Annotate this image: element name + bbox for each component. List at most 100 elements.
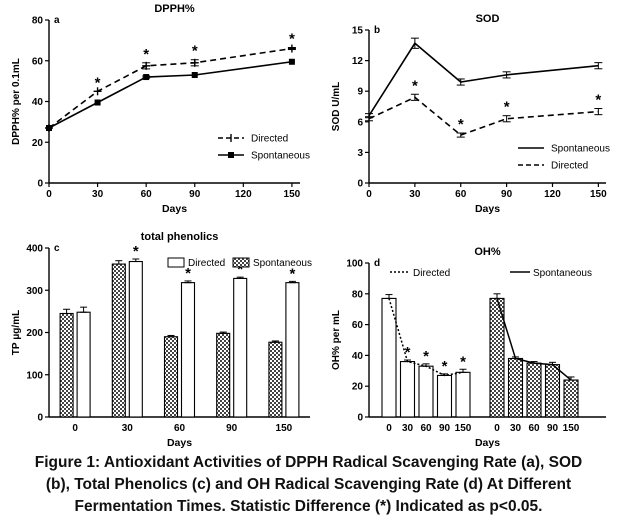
significance-star: * xyxy=(192,43,198,60)
bar-spontaneous xyxy=(563,379,579,418)
x-tick-label: 30 xyxy=(92,189,104,200)
series-line-spontaneous xyxy=(48,60,293,129)
significance-star: * xyxy=(412,77,418,94)
series-line-directed xyxy=(368,96,599,136)
y-tick-label: 6 xyxy=(357,117,363,128)
panel-label: a xyxy=(54,15,60,26)
panel-label: b xyxy=(374,25,380,36)
x-tick-label: 150 xyxy=(590,189,607,200)
x-axis-label: Days xyxy=(167,437,192,449)
x-tick-label: 30 xyxy=(402,423,414,434)
y-tick-label: 0 xyxy=(357,413,363,424)
legend-swatch-directed xyxy=(167,257,185,268)
legend-label: Spontaneous xyxy=(253,258,312,269)
bar-directed xyxy=(76,311,91,418)
x-tick-label: 90 xyxy=(189,189,201,200)
y-tick-label: 200 xyxy=(26,328,43,339)
x-tick-label: 150 xyxy=(276,423,293,434)
chart-title: SOD xyxy=(476,13,500,25)
legend-marker xyxy=(228,152,234,158)
caption-line-2: (b), Total Phenolics (c) and OH Radical … xyxy=(45,476,572,493)
chart-title: total phenolics xyxy=(141,231,219,243)
x-tick-label: 60 xyxy=(528,423,540,434)
y-tick-label: 80 xyxy=(352,289,364,300)
legend-swatch-spontaneous xyxy=(232,257,250,268)
data-point xyxy=(46,124,52,131)
y-axis-label: DPPH% per 0.1mL xyxy=(11,58,22,145)
panel-a-dpph: 0 20 40 60 80 0 30 60 90 120 150 DPPH% a Days DPPH% pe… xyxy=(11,3,310,215)
significance-star: * xyxy=(504,99,510,116)
bar-spontaneous xyxy=(268,341,283,418)
bar-spontaneous xyxy=(216,332,231,418)
y-tick-label: 15 xyxy=(352,26,364,37)
x-tick-label: 30 xyxy=(122,423,134,434)
data-point xyxy=(94,99,101,106)
significance-star: * xyxy=(442,358,448,375)
legend-label: Directed xyxy=(251,134,288,145)
significance-star: * xyxy=(133,243,139,260)
bar-directed xyxy=(180,282,196,418)
x-tick-label: 30 xyxy=(409,189,421,200)
x-tick-label: 90 xyxy=(501,189,513,200)
x-tick-label: 0 xyxy=(46,189,52,200)
overlay-line-directed xyxy=(388,298,464,377)
y-tick-label: 20 xyxy=(32,138,44,149)
y-tick-label: 40 xyxy=(352,351,364,362)
significance-star: * xyxy=(458,116,464,133)
x-tick-label: 150 xyxy=(284,189,301,200)
y-tick-label: 0 xyxy=(37,179,43,190)
significance-star: * xyxy=(185,265,191,282)
caption-line-3: Fermentation Times. Statistic Difference… xyxy=(74,498,543,515)
bar-spontaneous xyxy=(544,364,561,418)
significance-star: * xyxy=(95,74,101,91)
panel-label: d xyxy=(374,258,380,269)
significance-star: * xyxy=(289,265,295,282)
x-axis-label: Days xyxy=(475,203,500,215)
bar-spontaneous xyxy=(163,336,179,418)
legend-label: Spontaneous xyxy=(251,151,310,162)
significance-star: * xyxy=(405,344,411,361)
y-axis-label: TP μg/mL xyxy=(11,310,22,355)
x-tick-label: 0 xyxy=(72,423,78,434)
legend-label: Spontaneous xyxy=(551,144,610,155)
caption-line-1: Figure 1: Antioxidant Activities of DPPH… xyxy=(34,454,583,471)
bar-directed xyxy=(455,371,471,418)
significance-star: * xyxy=(595,92,601,109)
y-tick-label: 400 xyxy=(26,244,43,255)
y-tick-label: 20 xyxy=(352,382,364,393)
y-tick-label: 60 xyxy=(352,320,364,331)
data-point xyxy=(191,72,198,79)
y-tick-label: 9 xyxy=(357,87,363,98)
figure-caption: Figure 1: Antioxidant Activities of DPPH… xyxy=(0,452,617,518)
bar-directed xyxy=(285,282,300,418)
x-tick-label: 0 xyxy=(494,423,500,434)
bar-directed xyxy=(128,260,143,418)
y-tick-label: 12 xyxy=(352,56,364,67)
significance-star: * xyxy=(423,348,429,365)
significance-star: * xyxy=(289,31,295,48)
x-tick-label: 60 xyxy=(455,189,467,200)
legend-label: Directed xyxy=(188,258,225,269)
data-point xyxy=(143,74,150,81)
y-tick-label: 0 xyxy=(357,179,363,190)
legend-label: Directed xyxy=(413,268,450,279)
y-tick-label: 300 xyxy=(26,286,43,297)
y-tick-label: 100 xyxy=(346,259,363,270)
x-tick-label: 60 xyxy=(174,423,186,434)
bar-directed xyxy=(418,365,434,418)
y-tick-label: 60 xyxy=(32,56,44,67)
y-axis-label: OH% per mL xyxy=(331,310,342,370)
x-tick-label: 150 xyxy=(563,423,580,434)
y-axis-label: SOD U/mL xyxy=(331,82,342,131)
significance-star: * xyxy=(460,353,466,370)
series-line-directed xyxy=(48,47,293,129)
y-tick-label: 0 xyxy=(37,413,43,424)
x-tick-label: 120 xyxy=(235,189,252,200)
series-line-spontaneous xyxy=(368,42,599,117)
significance-star: * xyxy=(143,46,149,63)
x-tick-label: 90 xyxy=(439,423,451,434)
x-tick-label: 30 xyxy=(510,423,522,434)
bar-directed xyxy=(233,277,248,418)
